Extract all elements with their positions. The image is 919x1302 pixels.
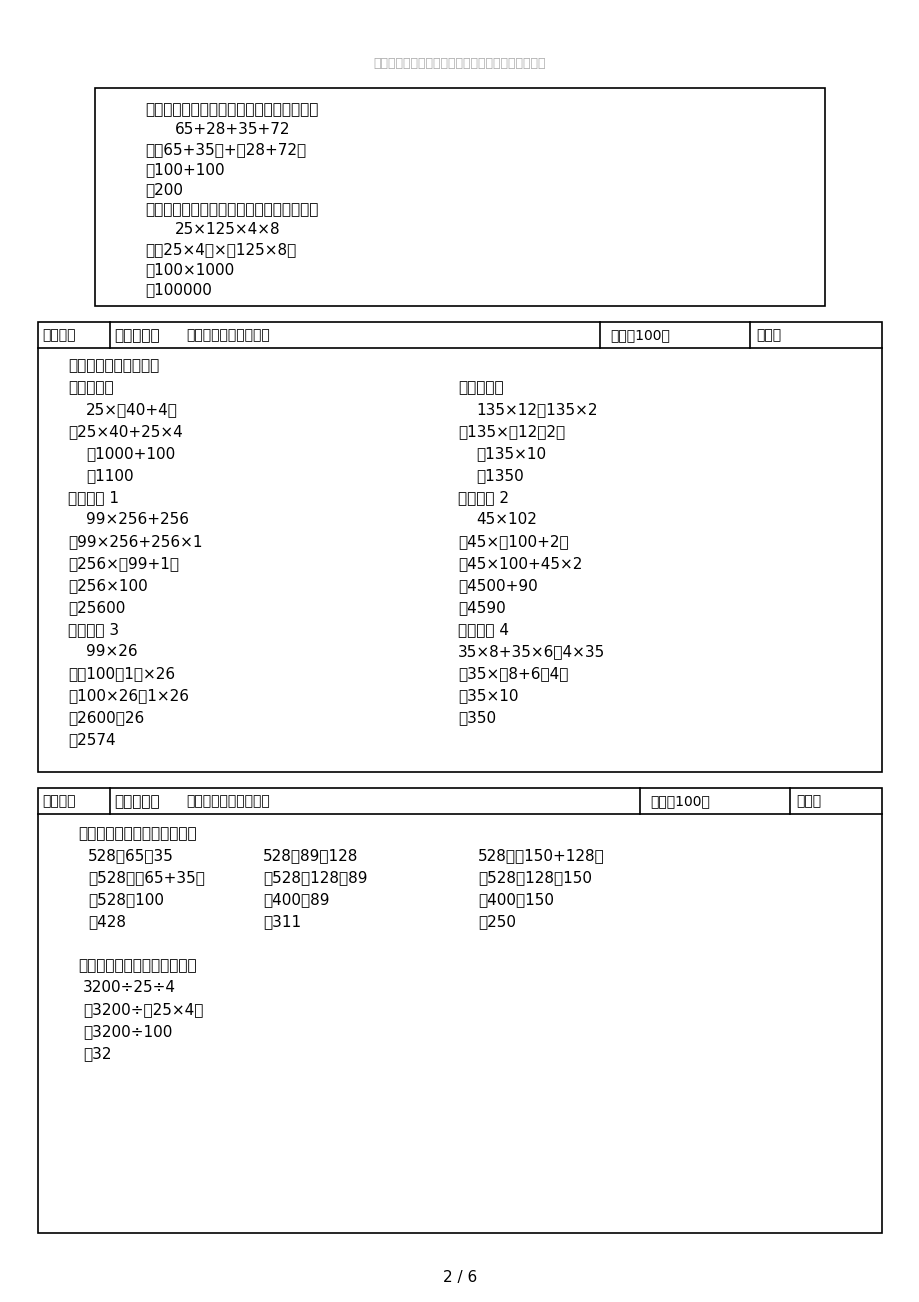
Text: ＝250: ＝250 — [478, 914, 516, 930]
Text: ＝100×26－1×26: ＝100×26－1×26 — [68, 687, 188, 703]
Text: 我要拿100分: 我要拿100分 — [609, 328, 669, 342]
Text: 528－89－128: 528－89－128 — [263, 848, 358, 863]
Text: 一、连续减法简便运算例子：: 一、连续减法简便运算例子： — [78, 825, 197, 841]
Text: ＝25×40+25×4: ＝25×40+25×4 — [68, 424, 183, 439]
Text: 99×26: 99×26 — [85, 644, 138, 659]
Text: ＝4500+90: ＝4500+90 — [458, 578, 538, 592]
Bar — [38, 788, 881, 1233]
Text: 知识点四: 知识点四 — [42, 328, 75, 342]
Text: ＝135×（12－2）: ＝135×（12－2） — [458, 424, 564, 439]
Text: ＝（25×4）×（125×8）: ＝（25×4）×（125×8） — [145, 242, 296, 256]
Text: ＝528－（65+35）: ＝528－（65+35） — [88, 870, 205, 885]
Text: 135×12－135×2: 135×12－135×2 — [475, 402, 596, 417]
Text: ＝400－150: ＝400－150 — [478, 892, 553, 907]
Text: ＝2574: ＝2574 — [68, 732, 116, 747]
Text: 二、合并式: 二、合并式 — [458, 380, 503, 395]
Text: ＝100+100: ＝100+100 — [145, 161, 224, 177]
Text: ＝（100－1）×26: ＝（100－1）×26 — [68, 667, 175, 681]
Text: 3200÷25÷4: 3200÷25÷4 — [83, 980, 176, 995]
Text: ＝1350: ＝1350 — [475, 467, 523, 483]
Text: （默写或自己举例子）: （默写或自己举例子） — [186, 328, 269, 342]
Text: 99×256+256: 99×256+256 — [85, 512, 188, 527]
Text: ＝256×（99+1）: ＝256×（99+1） — [68, 556, 179, 572]
Text: ＝256×100: ＝256×100 — [68, 578, 148, 592]
Text: ＝100000: ＝100000 — [145, 283, 211, 297]
Text: ＝528－128－89: ＝528－128－89 — [263, 870, 367, 885]
Text: 25×125×4×8: 25×125×4×8 — [175, 223, 280, 237]
Text: 得分：: 得分： — [795, 794, 821, 809]
Text: ＝99×256+256×1: ＝99×256+256×1 — [68, 534, 202, 549]
Text: ＝135×10: ＝135×10 — [475, 447, 546, 461]
Text: ＝2600－26: ＝2600－26 — [68, 710, 144, 725]
Text: ＝528－100: ＝528－100 — [88, 892, 164, 907]
Text: 四、特殊 2: 四、特殊 2 — [458, 490, 508, 505]
Text: ＝25600: ＝25600 — [68, 600, 125, 615]
Text: ＝45×（100+2）: ＝45×（100+2） — [458, 534, 568, 549]
Text: 528－65－35: 528－65－35 — [88, 848, 174, 863]
Text: ＝350: ＝350 — [458, 710, 495, 725]
Text: 七、含有乘法交换律与结合律的简便计算：: 七、含有乘法交换律与结合律的简便计算： — [145, 202, 318, 217]
Text: ＝1100: ＝1100 — [85, 467, 133, 483]
Text: ＝311: ＝311 — [263, 914, 301, 930]
Text: ＝100×1000: ＝100×1000 — [145, 262, 234, 277]
Text: ＝4590: ＝4590 — [458, 600, 505, 615]
Text: ＝400－89: ＝400－89 — [263, 892, 329, 907]
Text: 528－（150+128）: 528－（150+128） — [478, 848, 604, 863]
Text: 一、分解式: 一、分解式 — [68, 380, 114, 395]
Text: ＝528－128－150: ＝528－128－150 — [478, 870, 591, 885]
Text: ＝428: ＝428 — [88, 914, 126, 930]
Text: ＝3200÷100: ＝3200÷100 — [83, 1023, 172, 1039]
Text: （默写或自己举例子）: （默写或自己举例子） — [186, 794, 269, 809]
Text: 乘法分配律简算例子：: 乘法分配律简算例子： — [68, 358, 159, 372]
Text: ＝45×100+45×2: ＝45×100+45×2 — [458, 556, 582, 572]
Bar — [38, 322, 881, 772]
Text: 25×（40+4）: 25×（40+4） — [85, 402, 177, 417]
Text: 得分：: 得分： — [755, 328, 780, 342]
Text: 我要拿100分: 我要拿100分 — [650, 794, 709, 809]
Text: 65+28+35+72: 65+28+35+72 — [175, 122, 290, 137]
Text: ＝35×10: ＝35×10 — [458, 687, 518, 703]
Text: 文档供参考，可复制、编辑，期待您的好评与关注！: 文档供参考，可复制、编辑，期待您的好评与关注！ — [373, 57, 546, 70]
Bar — [95, 89, 824, 306]
Text: ＝（65+35）+（28+72）: ＝（65+35）+（28+72） — [145, 142, 306, 158]
Text: 六、特殊 4: 六、特殊 4 — [458, 622, 508, 637]
Text: ＝200: ＝200 — [145, 182, 183, 197]
Text: 45×102: 45×102 — [475, 512, 537, 527]
Text: 知识点四: 知识点四 — [42, 794, 75, 809]
Text: 三、特殊 1: 三、特殊 1 — [68, 490, 119, 505]
Text: 五、特殊 3: 五、特殊 3 — [68, 622, 119, 637]
Text: 2 / 6: 2 / 6 — [442, 1269, 477, 1285]
Text: 二、连续除法简便运算例子：: 二、连续除法简便运算例子： — [78, 958, 197, 973]
Text: ＝32: ＝32 — [83, 1046, 111, 1061]
Text: ＝1000+100: ＝1000+100 — [85, 447, 175, 461]
Text: 35×8+35×6－4×35: 35×8+35×6－4×35 — [458, 644, 605, 659]
Text: 简便计算二: 简便计算二 — [114, 328, 160, 342]
Text: 简便计算三: 简便计算三 — [114, 794, 160, 809]
Text: ＝35×（8+6－4）: ＝35×（8+6－4） — [458, 667, 568, 681]
Text: ＝3200÷（25×4）: ＝3200÷（25×4） — [83, 1003, 203, 1017]
Text: 六、含有加法交换律与结合律的简便计算：: 六、含有加法交换律与结合律的简便计算： — [145, 102, 318, 117]
